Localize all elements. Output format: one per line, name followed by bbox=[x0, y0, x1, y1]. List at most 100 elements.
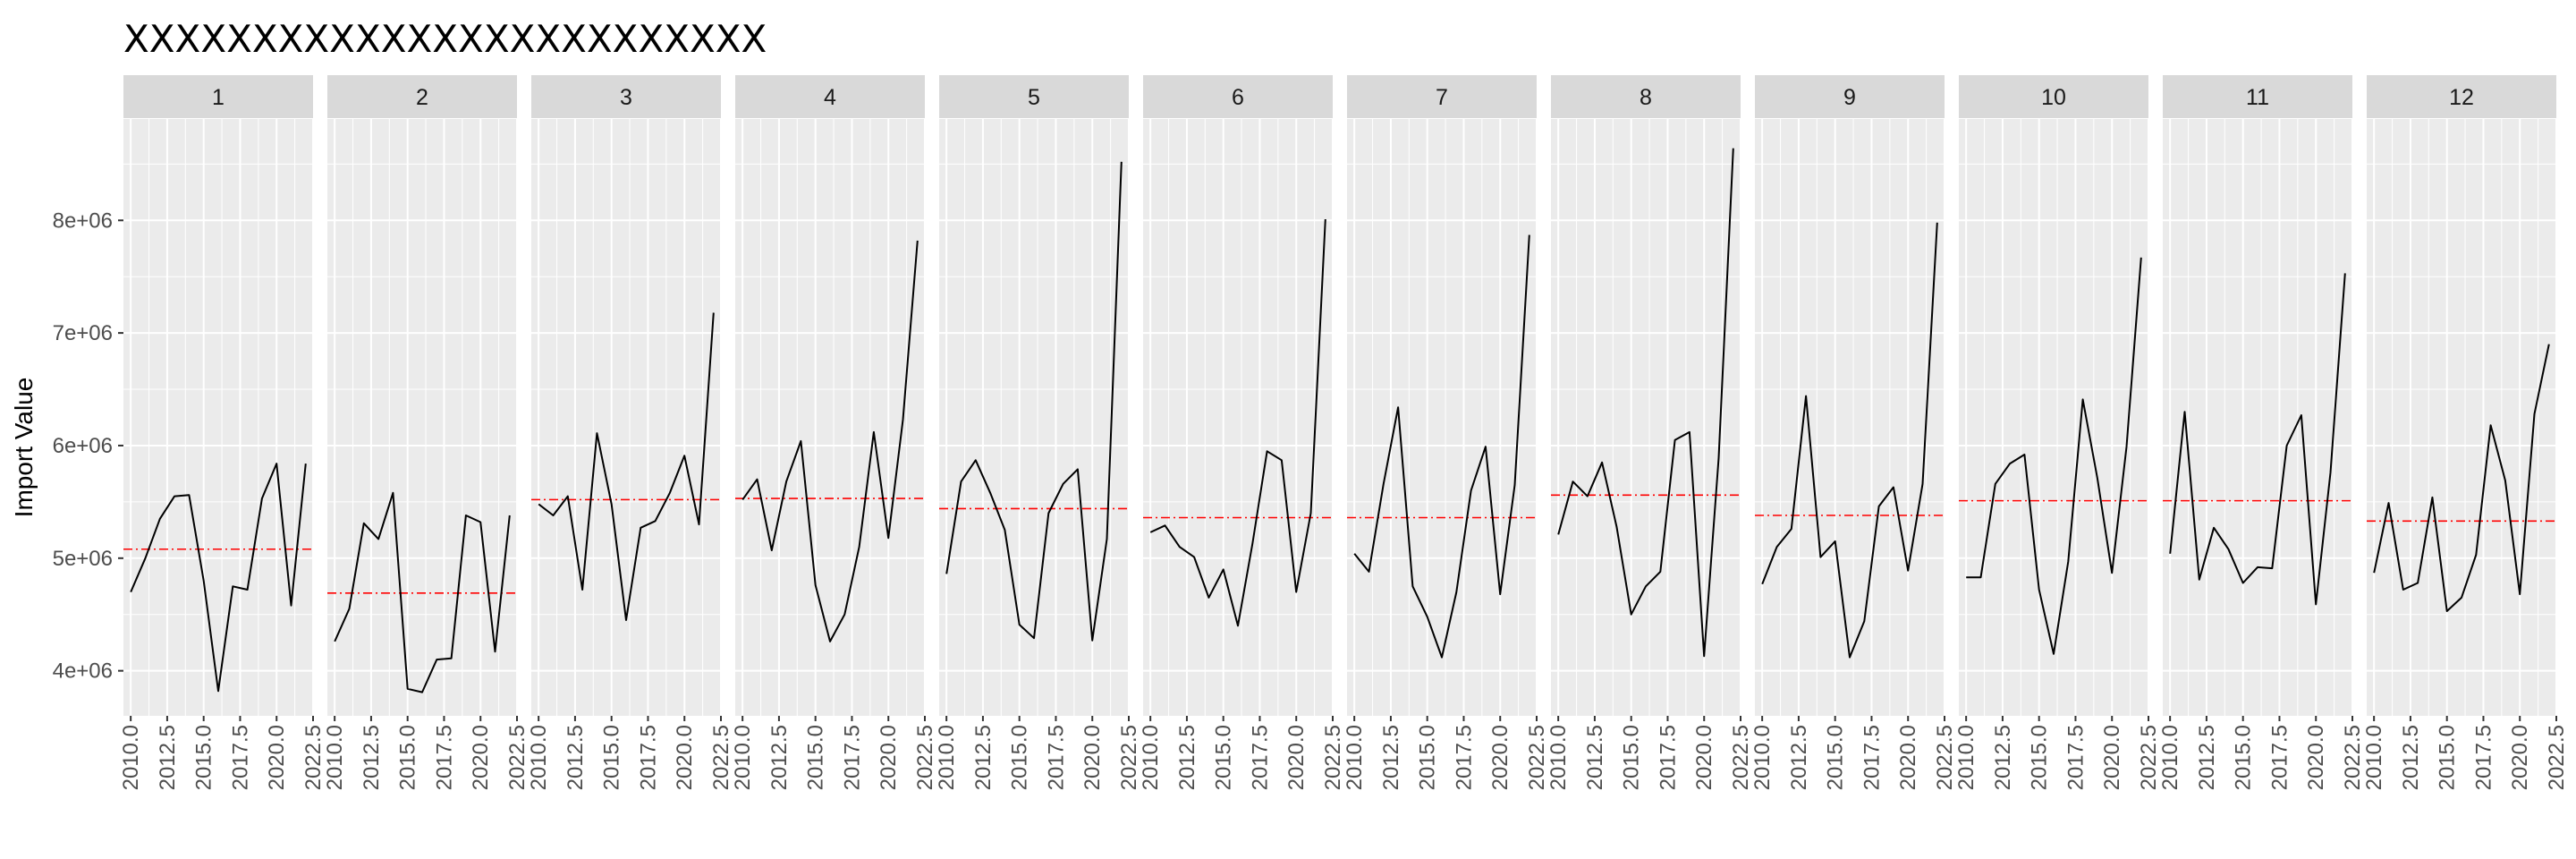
facet-strip bbox=[735, 75, 925, 118]
x-tick-label: 2020.0 bbox=[469, 725, 493, 790]
x-tick-label: 2022.5 bbox=[1117, 725, 1141, 790]
x-tick-label: 2012.5 bbox=[564, 725, 588, 790]
x-tick-label: 2017.5 bbox=[433, 725, 457, 790]
facet-strip bbox=[123, 75, 313, 118]
panel-background bbox=[735, 119, 925, 716]
facet-strip-label: 12 bbox=[2449, 85, 2474, 110]
panel-background bbox=[1143, 119, 1333, 716]
facet-strip-label: 10 bbox=[2041, 85, 2066, 110]
x-tick-label: 2010.0 bbox=[731, 725, 755, 790]
series-line bbox=[334, 491, 511, 693]
facet-panel: 5 2010.0 2012.5 2015.0 2017.5 2020.0 2022.5 bbox=[935, 75, 1141, 790]
facet-panel: 10 2010.0 2012.5 2015.0 2017.5 2020.0 2022.5 bbox=[1954, 75, 2161, 790]
facet-strip bbox=[1551, 75, 1741, 118]
facet-strip-label: 1 bbox=[212, 85, 225, 110]
facet-strip-label: 2 bbox=[416, 85, 428, 110]
y-tick-label: 6e+06 bbox=[53, 434, 113, 458]
facet-panel: 4 2010.0 2012.5 2015.0 2017.5 2020.0 2022.5 bbox=[731, 75, 937, 790]
x-tick-label: 2015.0 bbox=[1008, 725, 1032, 790]
facets: 1 2010.0 2012.5 2015.0 2017.5 2020.0 2022.5 2 20… bbox=[119, 75, 2569, 790]
facet-strip bbox=[2367, 75, 2556, 118]
series-line bbox=[945, 161, 1123, 642]
x-tick-label: 2017.5 bbox=[1453, 725, 1477, 790]
x-tick-label: 2012.5 bbox=[1175, 725, 1199, 790]
panel-background bbox=[1755, 119, 1945, 716]
x-tick-label: 2015.0 bbox=[396, 725, 420, 790]
facet-panel: 2 2010.0 2012.5 2015.0 2017.5 2020.0 2022.5 bbox=[323, 75, 530, 790]
x-tick-label: 2010.0 bbox=[1954, 725, 1979, 790]
x-tick-label: 2010.0 bbox=[1139, 725, 1163, 790]
series-line bbox=[1966, 257, 2142, 655]
x-tick-label: 2012.5 bbox=[360, 725, 384, 790]
x-tick-label: 2015.0 bbox=[600, 725, 624, 790]
facet-panel: 9 2010.0 2012.5 2015.0 2017.5 2020.0 2022.5 bbox=[1750, 75, 1957, 790]
panel-background bbox=[531, 119, 721, 716]
x-tick-label: 2022.5 bbox=[1525, 725, 1549, 790]
facet-strip bbox=[1959, 75, 2148, 118]
x-tick-label: 2010.0 bbox=[119, 725, 143, 790]
x-tick-label: 2012.5 bbox=[1991, 725, 2015, 790]
x-tick-label: 2010.0 bbox=[1750, 725, 1775, 790]
series-line bbox=[2373, 344, 2550, 612]
x-tick-label: 2015.0 bbox=[2028, 725, 2052, 790]
x-tick-label: 2017.5 bbox=[637, 725, 661, 790]
y-axis: 4e+06 5e+06 6e+06 7e+06 8e+06 bbox=[53, 208, 123, 684]
facet-strip-label: 9 bbox=[1843, 85, 1856, 110]
x-tick-label: 2022.5 bbox=[2137, 725, 2161, 790]
facet-panel: 7 2010.0 2012.5 2015.0 2017.5 2020.0 2022.5 bbox=[1343, 75, 1549, 790]
x-tick-label: 2010.0 bbox=[2158, 725, 2182, 790]
series-line bbox=[1761, 222, 1938, 659]
x-tick-label: 2015.0 bbox=[2232, 725, 2256, 790]
panel-background bbox=[939, 119, 1129, 716]
x-tick-label: 2020.0 bbox=[2100, 725, 2124, 790]
facet-strip-label: 7 bbox=[1436, 85, 1448, 110]
panel-background bbox=[1551, 119, 1741, 716]
series-line bbox=[538, 312, 715, 621]
facet-panel: 8 2010.0 2012.5 2015.0 2017.5 2020.0 2022.5 bbox=[1546, 75, 1753, 790]
panel-background bbox=[2367, 119, 2556, 716]
x-tick-label: 2020.0 bbox=[1488, 725, 1513, 790]
facet-panel: 6 2010.0 2012.5 2015.0 2017.5 2020.0 2022.5 bbox=[1139, 75, 1345, 790]
x-tick-label: 2022.5 bbox=[1933, 725, 1957, 790]
x-tick-label: 2017.5 bbox=[229, 725, 253, 790]
x-tick-label: 2015.0 bbox=[1416, 725, 1440, 790]
x-tick-label: 2022.5 bbox=[1729, 725, 1753, 790]
x-tick-label: 2022.5 bbox=[2341, 725, 2365, 790]
x-tick-label: 2012.5 bbox=[2195, 725, 2219, 790]
y-axis-label: Import Value bbox=[10, 378, 38, 518]
series-line bbox=[1149, 218, 1326, 627]
facet-panel: 1 2010.0 2012.5 2015.0 2017.5 2020.0 2022.5 bbox=[119, 75, 326, 790]
x-tick-label: 2020.0 bbox=[2304, 725, 2328, 790]
facet-panel: 12 2010.0 2012.5 2015.0 2017.5 2020.0 2022.5 bbox=[2362, 75, 2569, 790]
x-tick-label: 2015.0 bbox=[192, 725, 216, 790]
x-tick-label: 2017.5 bbox=[2064, 725, 2089, 790]
x-tick-label: 2015.0 bbox=[1620, 725, 1644, 790]
x-tick-label: 2015.0 bbox=[1212, 725, 1236, 790]
panel-background bbox=[2163, 119, 2352, 716]
x-tick-label: 2020.0 bbox=[1896, 725, 1920, 790]
facet-strip bbox=[327, 75, 517, 118]
facet-strip-label: 8 bbox=[1640, 85, 1652, 110]
facet-strip bbox=[1755, 75, 1945, 118]
x-tick-label: 2012.5 bbox=[767, 725, 792, 790]
x-tick-label: 2015.0 bbox=[2436, 725, 2460, 790]
x-tick-label: 2017.5 bbox=[2472, 725, 2496, 790]
x-tick-label: 2020.0 bbox=[2508, 725, 2532, 790]
x-tick-label: 2010.0 bbox=[323, 725, 347, 790]
x-tick-label: 2015.0 bbox=[1824, 725, 1848, 790]
facet-panel: 11 2010.0 2012.5 2015.0 2017.5 2020.0 2022.5 bbox=[2158, 75, 2365, 790]
x-tick-label: 2022.5 bbox=[301, 725, 326, 790]
x-tick-label: 2012.5 bbox=[156, 725, 180, 790]
series-line bbox=[2169, 273, 2346, 606]
facet-strip bbox=[1143, 75, 1333, 118]
x-tick-label: 2017.5 bbox=[1860, 725, 1885, 790]
x-tick-label: 2020.0 bbox=[1692, 725, 1716, 790]
x-tick-label: 2017.5 bbox=[2268, 725, 2292, 790]
x-tick-label: 2010.0 bbox=[1546, 725, 1571, 790]
x-tick-label: 2022.5 bbox=[709, 725, 733, 790]
x-tick-label: 2017.5 bbox=[841, 725, 865, 790]
x-tick-label: 2020.0 bbox=[877, 725, 901, 790]
facet-strip-label: 6 bbox=[1232, 85, 1244, 110]
x-tick-label: 2012.5 bbox=[971, 725, 996, 790]
